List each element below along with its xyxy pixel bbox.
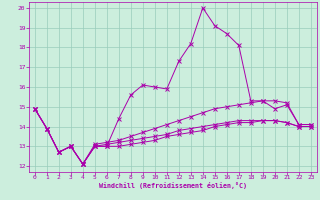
X-axis label: Windchill (Refroidissement éolien,°C): Windchill (Refroidissement éolien,°C): [99, 182, 247, 189]
